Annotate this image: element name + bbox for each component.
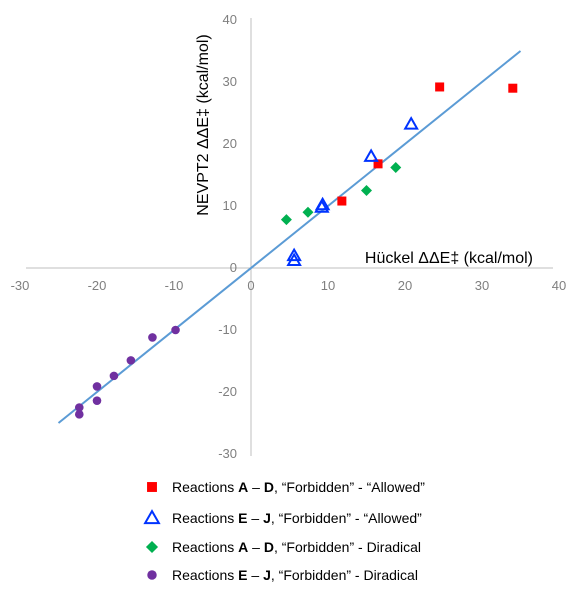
purple-circle-points xyxy=(74,325,180,419)
triangle-point xyxy=(314,196,331,211)
legend-circle-marker xyxy=(147,570,157,580)
diamond-point xyxy=(280,214,292,226)
blue-triangle-points xyxy=(286,116,419,267)
y-tick-label: 20 xyxy=(223,136,237,151)
y-tick-label: 40 xyxy=(223,12,237,27)
x-tick-label: 20 xyxy=(398,278,412,293)
trend-line-group xyxy=(57,50,522,424)
square-point xyxy=(373,159,383,169)
circle-point xyxy=(74,403,84,412)
legend-diamond-marker xyxy=(145,540,159,554)
trend-line xyxy=(57,50,522,424)
y-tick-label: -20 xyxy=(218,384,237,399)
diamond-point xyxy=(302,206,314,218)
y-tick-labels: 40 30 20 10 0 -10 -20 -30 xyxy=(218,12,237,461)
x-tick-label: 40 xyxy=(552,278,566,293)
x-tick-label: 30 xyxy=(475,278,489,293)
y-tick-label: 30 xyxy=(223,74,237,89)
green-diamond-points xyxy=(280,162,402,226)
square-point xyxy=(435,82,445,92)
triangle-point xyxy=(286,247,302,262)
legend-entry-label: Reactions A – D, “Forbidden” - “Allowed” xyxy=(172,479,425,495)
diamond-point xyxy=(361,185,372,196)
x-tick-label: -30 xyxy=(11,278,30,293)
triangle-point xyxy=(403,116,419,130)
square-point xyxy=(337,196,347,206)
x-tick-label: 0 xyxy=(247,278,254,293)
x-axis-label: Hückel ΔΔE‡ (kcal/mol) xyxy=(365,250,533,267)
circle-point xyxy=(109,371,119,381)
legend-square-marker xyxy=(147,482,157,492)
circle-point xyxy=(148,333,157,342)
square-point xyxy=(508,83,518,93)
legend: Reactions A – D, “Forbidden” - “Allowed”… xyxy=(143,479,425,583)
x-tick-labels: -30 -20 -10 0 10 20 30 40 xyxy=(11,278,567,293)
y-tick-label: 0 xyxy=(230,260,237,275)
y-tick-label: -10 xyxy=(218,322,237,337)
y-tick-label: 10 xyxy=(223,198,237,213)
x-tick-label: 10 xyxy=(321,278,335,293)
circle-point xyxy=(74,410,84,419)
circle-point xyxy=(171,325,180,335)
diamond-point xyxy=(390,162,402,174)
x-tick-label: -10 xyxy=(165,278,184,293)
red-square-points xyxy=(337,82,518,206)
legend-entry-label: Reactions A – D, “Forbidden” - Diradical xyxy=(172,539,421,555)
circle-point xyxy=(92,396,102,405)
legend-triangle-marker xyxy=(143,509,161,525)
circle-point xyxy=(92,382,102,391)
circle-point xyxy=(126,356,136,365)
axes xyxy=(26,18,553,456)
triangle-point xyxy=(363,148,379,162)
legend-entry-label: Reactions E – J, “Forbidden” - “Allowed” xyxy=(172,510,422,526)
y-axis-label: NEVPT2 ΔΔE‡ (kcal/mol) xyxy=(195,34,212,215)
y-tick-label: -30 xyxy=(218,446,237,461)
x-tick-label: -20 xyxy=(88,278,107,293)
data-points xyxy=(74,82,518,419)
legend-entry-label: Reactions E – J, “Forbidden” - Diradical xyxy=(172,567,418,583)
